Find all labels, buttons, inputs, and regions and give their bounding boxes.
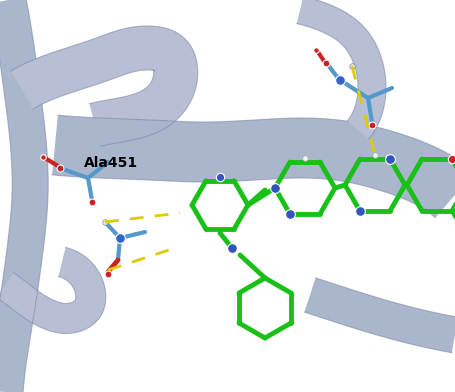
Polygon shape (0, 0, 48, 392)
Polygon shape (11, 26, 198, 146)
Polygon shape (52, 115, 455, 218)
Text: Ala451: Ala451 (84, 156, 138, 170)
Polygon shape (297, 0, 386, 139)
Polygon shape (304, 278, 455, 353)
Polygon shape (0, 247, 106, 334)
